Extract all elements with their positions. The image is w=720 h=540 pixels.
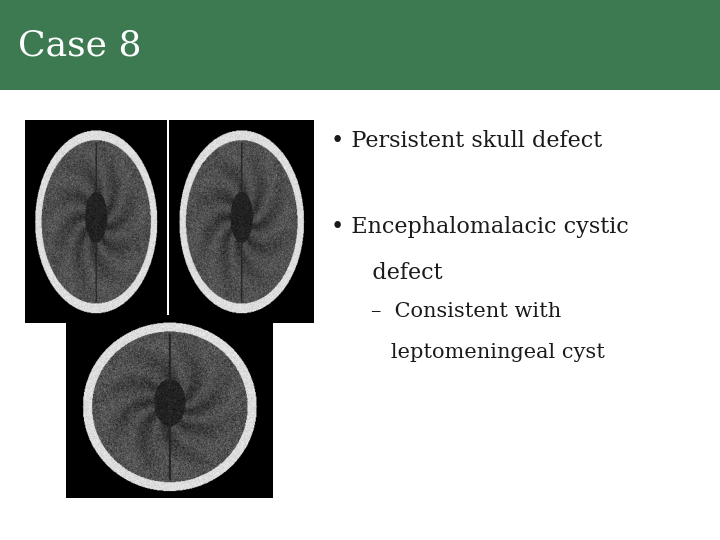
FancyBboxPatch shape	[0, 0, 720, 90]
Text: • Encephalomalacic cystic: • Encephalomalacic cystic	[331, 216, 629, 238]
Text: Case 8: Case 8	[18, 28, 142, 62]
Text: leptomeningeal cyst: leptomeningeal cyst	[371, 343, 605, 362]
Text: –  Consistent with: – Consistent with	[371, 302, 561, 321]
Text: • Persistent skull defect: • Persistent skull defect	[331, 130, 603, 152]
Text: defect: defect	[351, 262, 442, 284]
